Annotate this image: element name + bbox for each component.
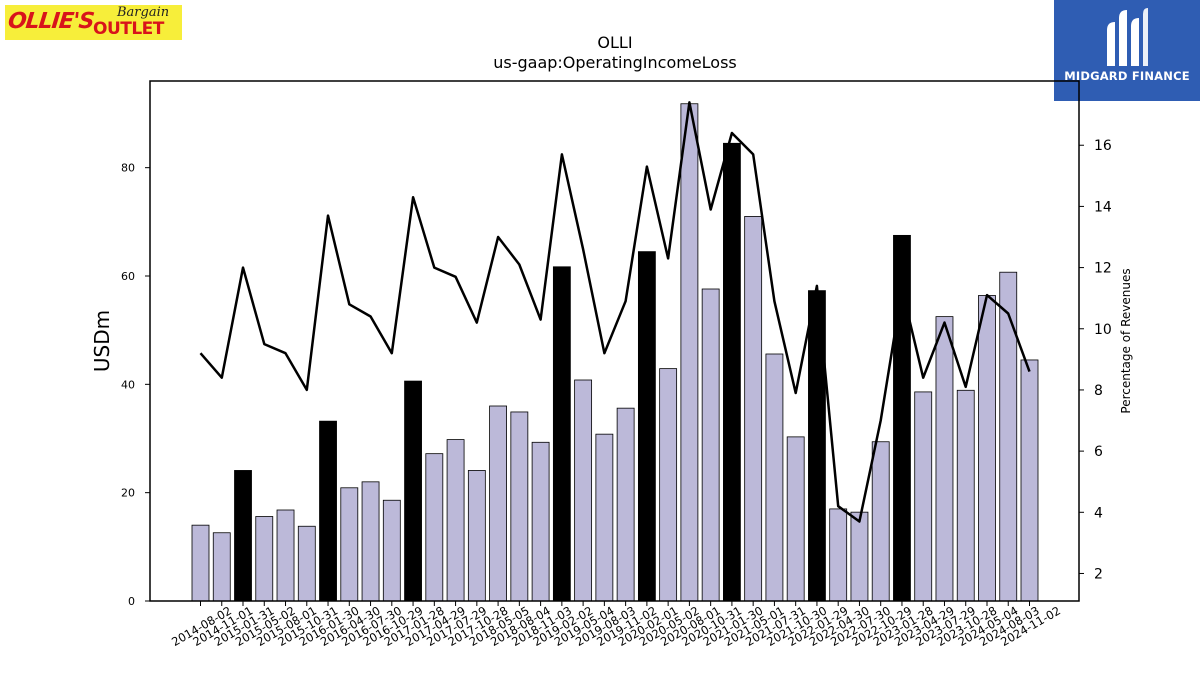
y-tick-label: 80	[121, 162, 135, 175]
bar-2019-08-03	[595, 433, 614, 602]
bar-2021-01-30	[723, 142, 741, 602]
bar-2023-10-28	[956, 389, 975, 602]
bar-2023-07-29	[935, 316, 954, 602]
bar-2024-08-03	[999, 271, 1018, 602]
bar-2016-01-30	[319, 420, 337, 602]
bar-2022-04-30	[829, 508, 848, 602]
y-tick-label: 0	[128, 595, 135, 608]
bar-2015-01-31	[234, 470, 252, 602]
bar-2022-10-29	[871, 441, 890, 602]
bar-2015-08-01	[276, 509, 295, 602]
y2-axis-label: Percentage of Revenues	[1119, 268, 1133, 413]
bar-2016-04-30	[340, 487, 359, 602]
bar-2020-10-31	[701, 288, 720, 602]
bar-2018-05-05	[489, 405, 507, 602]
x-axis: 2014-08-022014-11-012015-01-312015-05-02…	[169, 601, 1063, 649]
bar-2014-08-02	[191, 524, 210, 602]
bar-2020-08-01	[680, 103, 699, 602]
y-axis-left: 0 20 40 60 80	[121, 162, 150, 608]
bar-series	[191, 103, 1039, 602]
bar-2020-05-02	[659, 368, 678, 602]
bar-2019-05-04	[574, 379, 593, 602]
y2-tick-label: 6	[1094, 444, 1103, 460]
ollies-logo-outlet: OUTLET	[93, 19, 164, 39]
bar-2017-10-28	[467, 470, 486, 602]
y2-tick-label: 14	[1094, 199, 1112, 215]
y2-tick-label: 10	[1094, 322, 1112, 338]
bar-2021-07-31	[765, 353, 784, 602]
bar-2017-04-29	[425, 453, 444, 602]
bar-2024-05-04	[978, 295, 996, 602]
y-tick-label: 20	[121, 487, 135, 500]
y2-tick-label: 12	[1094, 261, 1112, 277]
bar-2021-05-01	[744, 216, 763, 602]
y-tick-label: 40	[121, 378, 135, 391]
bar-2016-10-29	[382, 499, 401, 602]
bar-2016-07-30	[361, 481, 380, 602]
y-tick-label: 60	[121, 270, 135, 283]
bar-2018-11-03	[531, 441, 550, 602]
bar-2017-01-28	[404, 380, 422, 602]
plot-frame	[149, 80, 1080, 602]
bar-2015-05-02	[255, 516, 274, 602]
y2-tick-label: 16	[1094, 138, 1112, 154]
ollies-logo-bargain: Bargain	[117, 5, 170, 20]
y2-tick-label: 8	[1094, 383, 1103, 399]
bar-2018-08-04	[510, 411, 529, 602]
bar-2019-11-02	[616, 407, 635, 602]
chart-title: OLLI	[597, 33, 632, 52]
bar-2021-10-30	[786, 436, 805, 602]
bar-2014-11-01	[212, 532, 231, 602]
bar-2019-02-02	[552, 266, 571, 602]
ollies-logo: OLLIE'S Bargain OUTLET	[5, 5, 182, 40]
percentage-line	[199, 101, 1031, 523]
midgard-mark-icon	[1107, 8, 1148, 66]
midgard-logo-name: MIDGARD FINANCE	[1064, 69, 1190, 83]
bar-2023-04-29	[914, 391, 933, 602]
bar-2024-11-02	[1020, 359, 1039, 602]
y2-tick-label: 4	[1094, 505, 1103, 521]
y-axis-right: 2 4 6 8 10 12 14 16	[1079, 138, 1112, 582]
bar-2020-02-01	[637, 251, 656, 602]
y2-tick-label: 2	[1094, 566, 1103, 582]
bar-2022-07-30	[850, 511, 869, 602]
midgard-logo: MIDGARD FINANCE	[1054, 0, 1200, 101]
bar-2017-07-29	[446, 439, 465, 602]
y-axis-label: USDm	[90, 310, 114, 372]
chart-subtitle: us-gaap:OperatingIncomeLoss	[493, 53, 737, 72]
bar-2015-10-31	[297, 525, 316, 602]
